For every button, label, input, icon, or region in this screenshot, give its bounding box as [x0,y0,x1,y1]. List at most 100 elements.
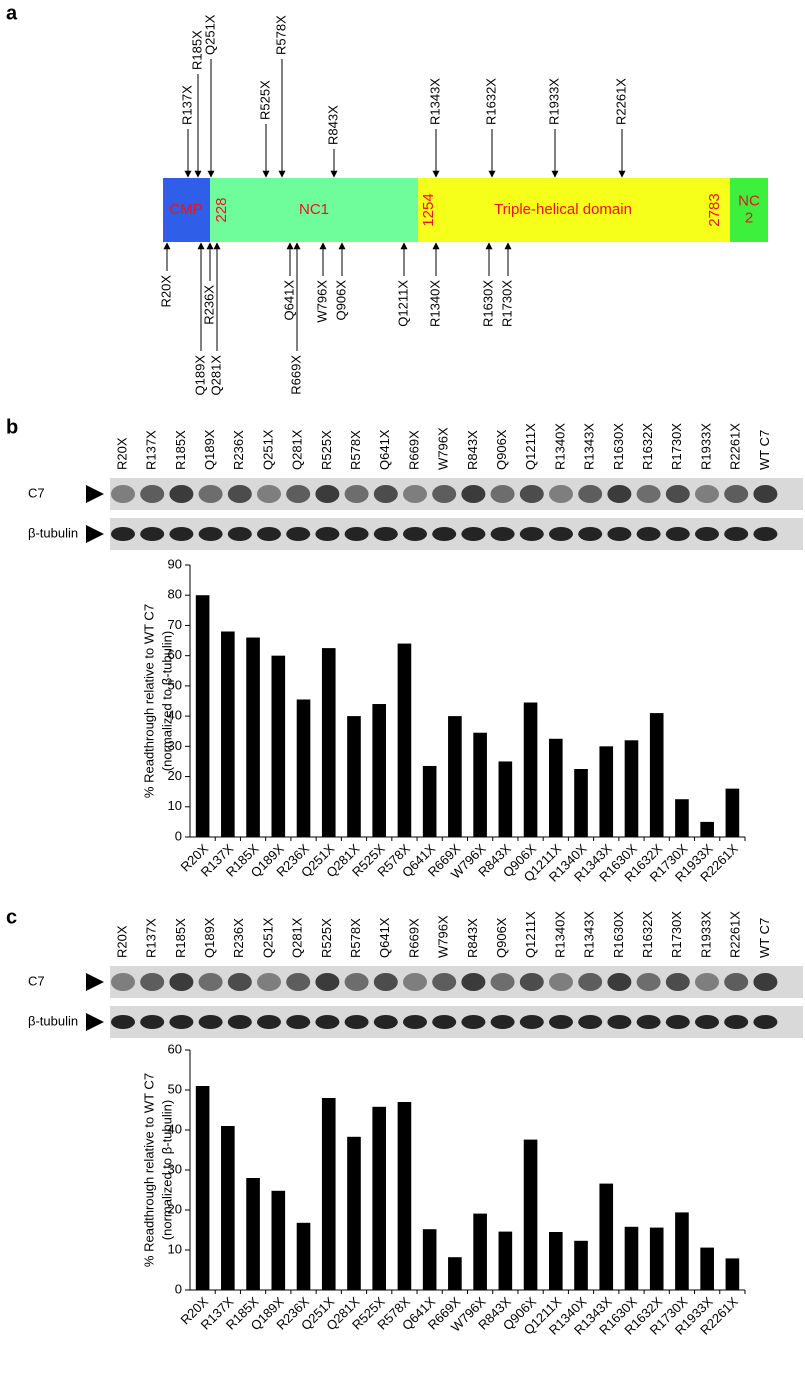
blot-band [373,527,398,541]
mutation-label: R669X [288,355,303,395]
lane-label: Q1211X [523,911,538,958]
blot-band [286,485,311,503]
blot-band [636,973,661,991]
blot-band [257,485,281,503]
y-tick-label: 80 [168,587,182,602]
blot-band [753,485,778,503]
bar [448,716,462,837]
row-label: C7 [28,973,45,988]
bar [473,1213,487,1290]
panel-label: b [6,416,18,438]
blot-band [578,527,603,541]
mutation-label: R843X [325,105,340,145]
blot-band [461,527,486,541]
mutation-label: R1343X [427,78,442,125]
blot-band [695,527,719,541]
domain-cmp [163,178,210,242]
lane-label: R1343X [582,911,597,958]
blot-band [286,973,311,991]
mutation-label: Q641X [281,280,296,321]
y-tick-label: 0 [175,1281,182,1296]
lane-label: R1630X [611,911,626,958]
blot-band [169,973,194,991]
blot-band [403,485,427,503]
bar [548,738,563,837]
row-label: β-tubulin [28,525,78,540]
y-tick-label: 20 [168,1201,182,1216]
blot-band [578,485,603,503]
blot-band [315,527,340,541]
blot-band [724,973,749,991]
y-tick-label: 30 [168,738,182,753]
blot-band [373,485,398,503]
blot-band [432,527,457,541]
blot-band [665,973,690,991]
blot-band [607,1015,632,1029]
lane-label: R578X [348,430,363,470]
y-tick-label: 30 [168,1161,182,1176]
domain-nc1 [210,178,418,242]
blot-band [169,1015,194,1029]
lane-label: R1632X [640,911,655,958]
mutation-label: R20X [158,275,173,308]
lane-label: R669X [406,430,421,470]
blot-band [549,973,573,991]
y-tick-label: 40 [168,708,182,723]
lane-label: R1632X [640,423,655,470]
lane-label: Q189X [202,917,217,958]
lane-label: R1933X [698,423,713,470]
mutation-label: R1933X [546,78,561,125]
y-tick-label: 70 [168,617,182,632]
y-tick-label: 90 [168,556,182,571]
bar [448,1257,462,1290]
mutation-label: Q189X [192,355,207,396]
mutation-label: R578X [273,15,288,55]
blot-band [549,1015,573,1029]
blot-band [227,527,252,541]
y-tick-label: 50 [168,1081,182,1096]
bar [347,716,361,837]
blot-band [227,1015,252,1029]
blot-band [578,973,603,991]
blot-band [315,485,340,503]
mutation-label: R1730X [499,280,514,327]
blot-band [490,485,515,503]
lane-label: R20X [114,925,129,958]
lane-label: R185X [173,918,188,958]
lane-label: W796X [436,915,451,958]
blot-band [373,1015,398,1029]
blot-band [140,485,165,503]
domain-triple-helical [418,178,730,242]
panel-label: c [6,906,17,928]
bar [574,1240,588,1290]
blot-band [636,1015,661,1029]
blot-band [432,973,457,991]
lane-label: R1340X [552,423,567,470]
bar [195,595,210,837]
bar [347,1136,361,1290]
blot-band [140,527,165,541]
mutation-label: R525X [257,80,272,120]
domain-label: NC1 [299,201,329,218]
bar [246,637,260,837]
blot-band [636,527,661,541]
domain-label: Triple-helical domain [494,201,632,218]
row-arrow [86,485,104,503]
bar [246,1178,260,1290]
blot-band [724,485,749,503]
lane-label: Q281X [290,917,305,958]
blot-band [578,1015,603,1029]
panel-label: a [6,2,18,24]
blot-band [169,485,194,503]
row-label: β-tubulin [28,1013,78,1028]
lane-label: WT C7 [757,918,772,958]
blot-band [461,485,486,503]
lane-label: Q1211X [523,423,538,470]
bar [397,643,412,837]
bar [599,1183,614,1290]
lane-label: R137X [144,430,159,470]
bar [372,1106,387,1290]
lane-label: R236X [231,430,246,470]
bar [422,765,437,837]
